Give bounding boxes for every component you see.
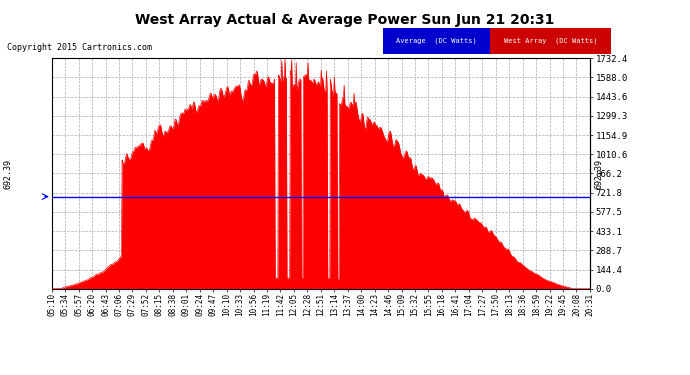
Text: 692.39: 692.39 <box>595 159 604 189</box>
Text: 692.39: 692.39 <box>3 159 12 189</box>
Text: Copyright 2015 Cartronics.com: Copyright 2015 Cartronics.com <box>7 43 152 52</box>
Text: Average  (DC Watts): Average (DC Watts) <box>396 38 477 45</box>
Text: West Array Actual & Average Power Sun Jun 21 20:31: West Array Actual & Average Power Sun Ju… <box>135 13 555 27</box>
Text: West Array  (DC Watts): West Array (DC Watts) <box>504 38 597 45</box>
